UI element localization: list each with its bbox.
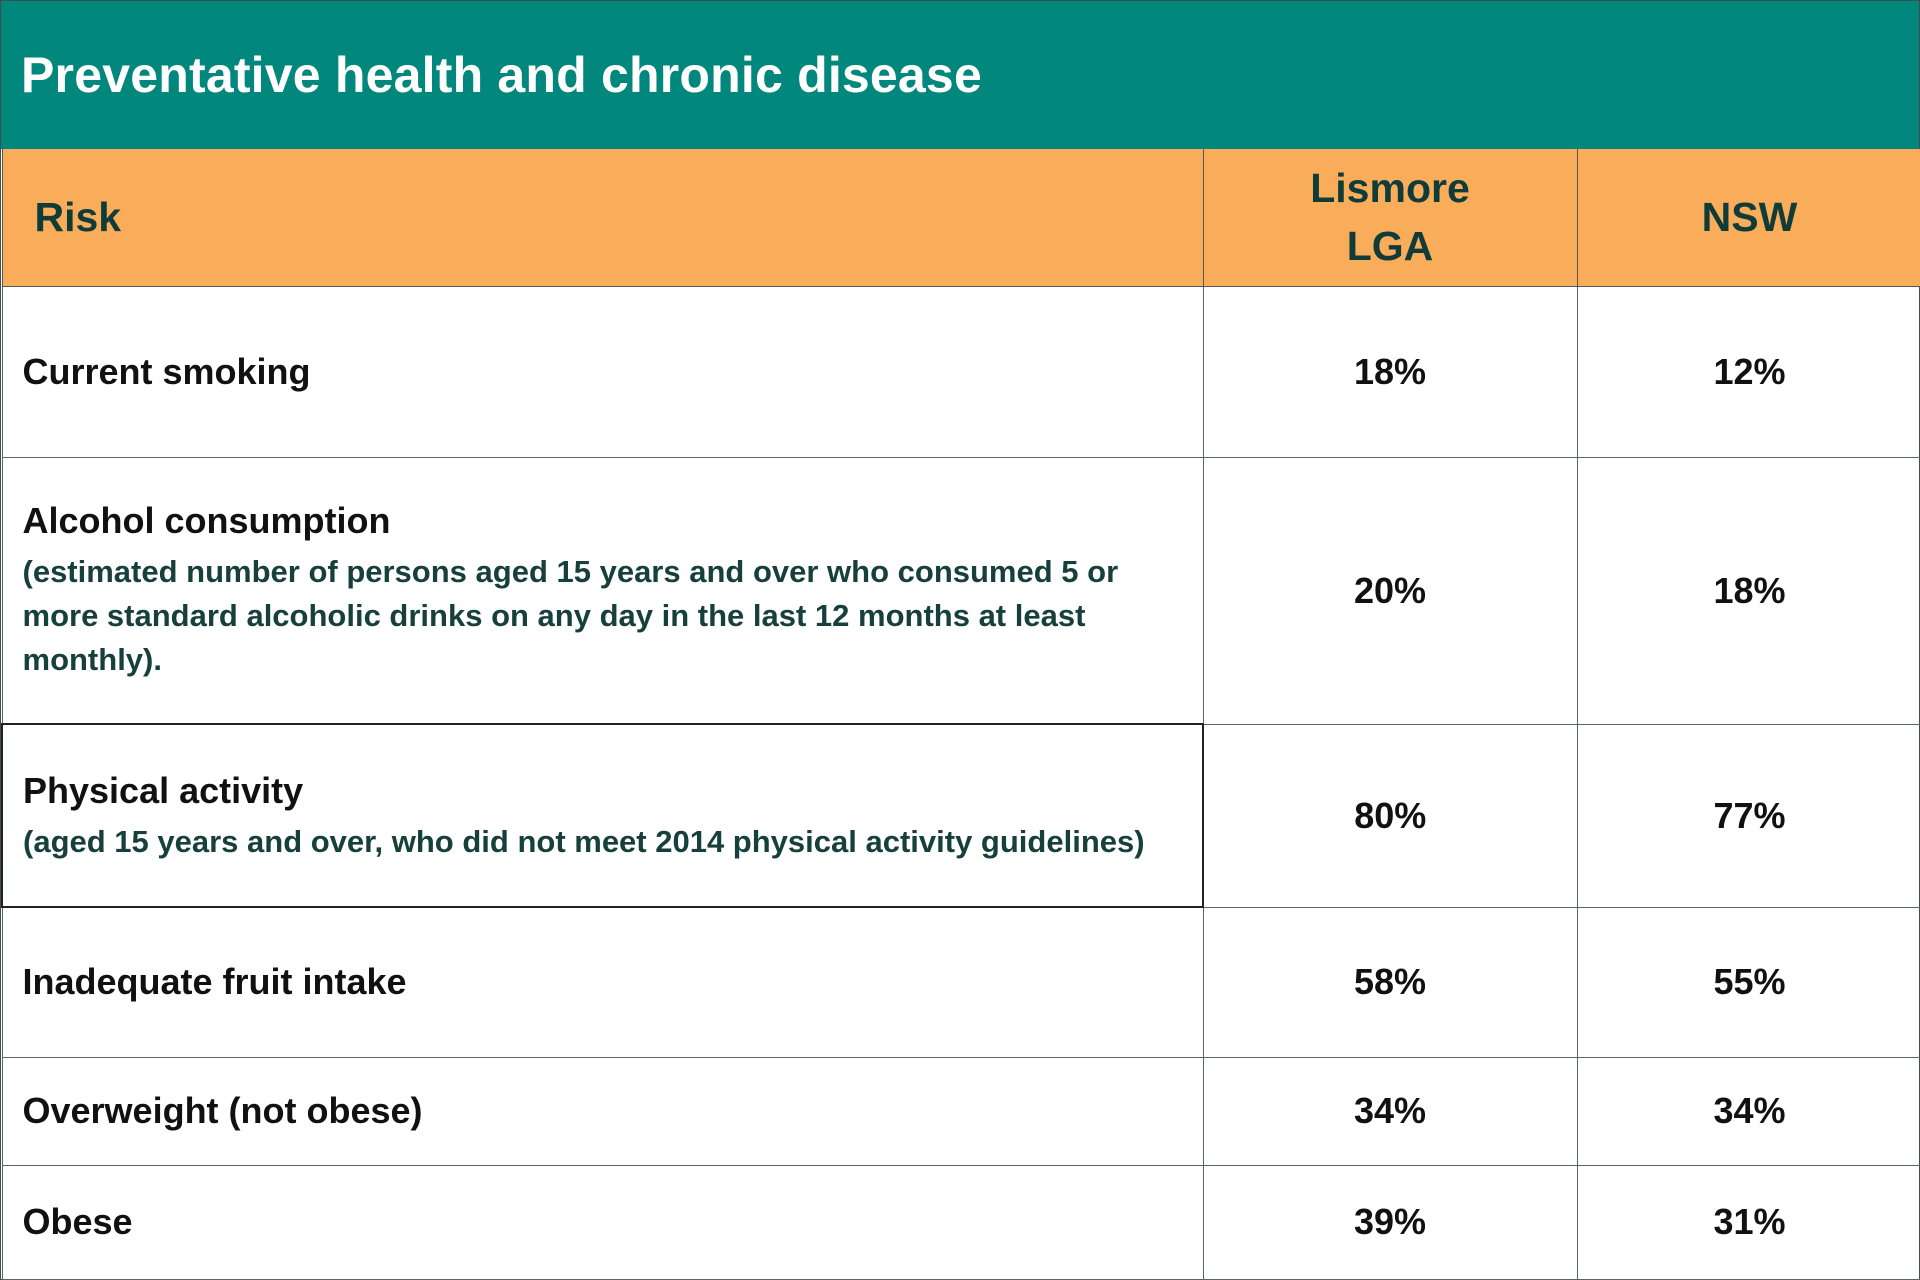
lismore-value: 20% xyxy=(1202,456,1578,725)
nsw-value: 77% xyxy=(1576,723,1920,908)
risk-label: Physical activity xyxy=(23,769,304,811)
table-row: Inadequate fruit intake 58% 55% xyxy=(1,906,1920,1058)
table-row: Current smoking 18% 12% xyxy=(1,285,1920,458)
lismore-value: 80% xyxy=(1202,723,1578,908)
header-lismore: Lismore LGA xyxy=(1202,149,1578,287)
lismore-value: 39% xyxy=(1202,1164,1578,1280)
lismore-value: 18% xyxy=(1202,285,1578,458)
risk-table: Risk Lismore LGA NSW Current smoking 18%… xyxy=(1,149,1920,1280)
header-row: Risk Lismore LGA NSW xyxy=(1,149,1920,287)
table-row: Obese 39% 31% xyxy=(1,1164,1920,1280)
risk-cell: Inadequate fruit intake xyxy=(1,906,1204,1058)
title-bar: Preventative health and chronic disease xyxy=(1,1,1919,149)
risk-label: Overweight (not obese) xyxy=(22,1090,423,1131)
risk-cell: Alcohol consumption (estimated number of… xyxy=(1,456,1204,725)
risk-label: Current smoking xyxy=(22,350,311,392)
table-row: Alcohol consumption (estimated number of… xyxy=(1,456,1920,725)
nsw-value: 55% xyxy=(1576,906,1920,1058)
risk-label: Alcohol consumption xyxy=(22,500,391,542)
nsw-value: 12% xyxy=(1576,285,1920,458)
lismore-value: 34% xyxy=(1202,1056,1578,1166)
risk-cell: Physical activity (aged 15 years and ove… xyxy=(1,723,1204,908)
page-title: Preventative health and chronic disease xyxy=(21,47,982,103)
risk-cell: Overweight (not obese) xyxy=(1,1056,1204,1166)
header-nsw: NSW xyxy=(1576,149,1920,287)
risk-cell: Current smoking xyxy=(1,285,1204,458)
table-row: Overweight (not obese) 34% 34% xyxy=(1,1056,1920,1166)
nsw-value: 18% xyxy=(1576,456,1920,725)
risk-cell: Obese xyxy=(1,1164,1204,1280)
risk-label: Obese xyxy=(22,1201,133,1242)
lismore-value: 58% xyxy=(1202,906,1578,1058)
header-risk: Risk xyxy=(1,149,1204,287)
risk-note: (aged 15 years and over, who did not mee… xyxy=(23,823,1145,859)
header-lismore-text: Lismore LGA xyxy=(1310,165,1470,270)
nsw-value: 34% xyxy=(1576,1056,1920,1166)
table-row: Physical activity (aged 15 years and ove… xyxy=(1,723,1920,908)
nsw-value: 31% xyxy=(1576,1164,1920,1280)
risk-label: Inadequate fruit intake xyxy=(22,961,407,1003)
risk-note: (estimated number of persons aged 15 yea… xyxy=(22,554,1119,678)
